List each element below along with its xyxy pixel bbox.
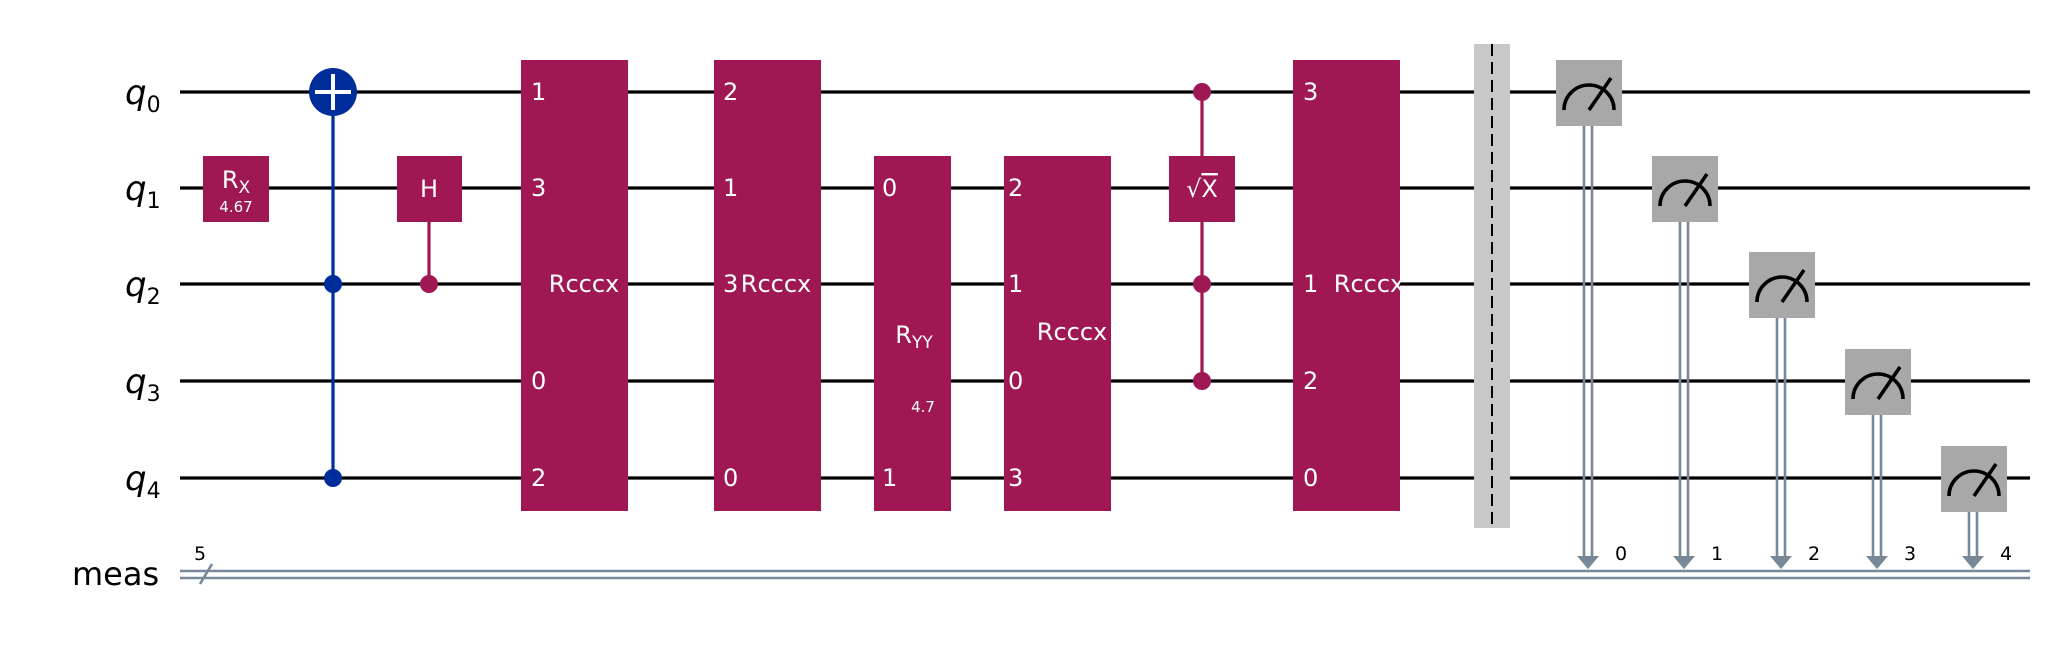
svg-text:1: 1 (723, 174, 738, 202)
svg-text:0: 0 (723, 464, 738, 492)
qubit-label-q4: q4 (125, 459, 161, 504)
svg-text:0: 0 (882, 174, 897, 202)
meter-icon (1658, 179, 1712, 207)
svg-text:2: 2 (1303, 367, 1318, 395)
rx-gate[interactable]: RX 4.67 (203, 156, 269, 222)
svg-text:3: 3 (1008, 464, 1023, 492)
rcccx-gate-4[interactable]: 3 1 2 0 Rcccx (1293, 60, 1404, 511)
control-dot-q2 (324, 275, 342, 293)
measure-bit-index: 0 (1615, 543, 1627, 565)
svg-text:RX: RX (222, 166, 251, 198)
svg-text:1: 1 (1303, 270, 1318, 298)
controlled-h-gate[interactable]: H (397, 156, 462, 293)
measure-q1[interactable]: 1 (1652, 156, 1723, 569)
svg-text:1: 1 (531, 78, 546, 106)
qubit-label-q0: q0 (125, 73, 161, 118)
rx-gate-param: 4.67 (219, 198, 252, 216)
qubit-labels: q0 q1 q2 q3 q4 meas (72, 73, 161, 593)
rcccx-label: Rcccx (1334, 270, 1404, 298)
toffoli-gate[interactable] (309, 68, 357, 487)
control-dot-q0 (1193, 83, 1211, 101)
sx-gate-label: √X (1186, 175, 1218, 203)
ryy-gate-param: 4.7 (911, 398, 935, 416)
svg-text:0: 0 (1303, 464, 1318, 492)
svg-text:3: 3 (723, 270, 738, 298)
svg-text:0: 0 (1008, 367, 1023, 395)
svg-text:1: 1 (1008, 270, 1023, 298)
qubit-label-q3: q3 (125, 362, 161, 407)
rcccx-gate-3[interactable]: 2 1 0 3 Rcccx (1004, 156, 1111, 511)
control-dot-q4 (324, 469, 342, 487)
measure-q2[interactable]: 2 (1749, 252, 1820, 569)
controlled-sx-gate[interactable]: √X (1169, 83, 1235, 390)
svg-text:0: 0 (531, 367, 546, 395)
qubit-label-q2: q2 (125, 265, 161, 310)
control-dot (420, 275, 438, 293)
svg-text:2: 2 (723, 78, 738, 106)
meter-icon (1562, 83, 1616, 111)
register-size: 5 (194, 543, 206, 565)
barrier (1474, 44, 1510, 528)
rcccx-label: Rcccx (741, 270, 811, 298)
measure-q3[interactable]: 3 (1845, 349, 1916, 569)
svg-text:1: 1 (882, 464, 897, 492)
rcccx-label: Rcccx (549, 270, 619, 298)
rcccx-label: Rcccx (1037, 318, 1107, 346)
measure-q4[interactable]: 4 (1941, 446, 2012, 569)
svg-text:3: 3 (1303, 78, 1318, 106)
measure-bit-index: 1 (1711, 543, 1723, 565)
ryy-gate[interactable]: 0 1 RYY 4.7 (874, 156, 951, 511)
measure-bit-index: 4 (2000, 543, 2012, 565)
qubit-label-q1: q1 (125, 169, 161, 214)
h-gate-label: H (420, 175, 438, 203)
classical-wire: 5 (180, 543, 2030, 585)
measure-q0[interactable]: 0 (1556, 60, 1627, 569)
meter-icon (1851, 372, 1905, 400)
meter-icon (1947, 469, 2001, 497)
control-dot-q2 (1193, 275, 1211, 293)
measure-bit-index: 3 (1904, 543, 1916, 565)
measure-bit-index: 2 (1808, 543, 1820, 565)
register-size-slash (198, 563, 214, 585)
rcccx-gate-2[interactable]: 2 1 3 0 Rcccx (714, 60, 821, 511)
svg-text:RYY: RYY (895, 321, 933, 353)
svg-text:2: 2 (1008, 174, 1023, 202)
rcccx-gate-1[interactable]: 1 3 0 2 Rcccx (521, 60, 628, 511)
svg-text:3: 3 (531, 174, 546, 202)
svg-text:2: 2 (531, 464, 546, 492)
control-dot-q3 (1193, 372, 1211, 390)
classical-register-label: meas (72, 555, 159, 593)
meter-icon (1755, 275, 1809, 303)
